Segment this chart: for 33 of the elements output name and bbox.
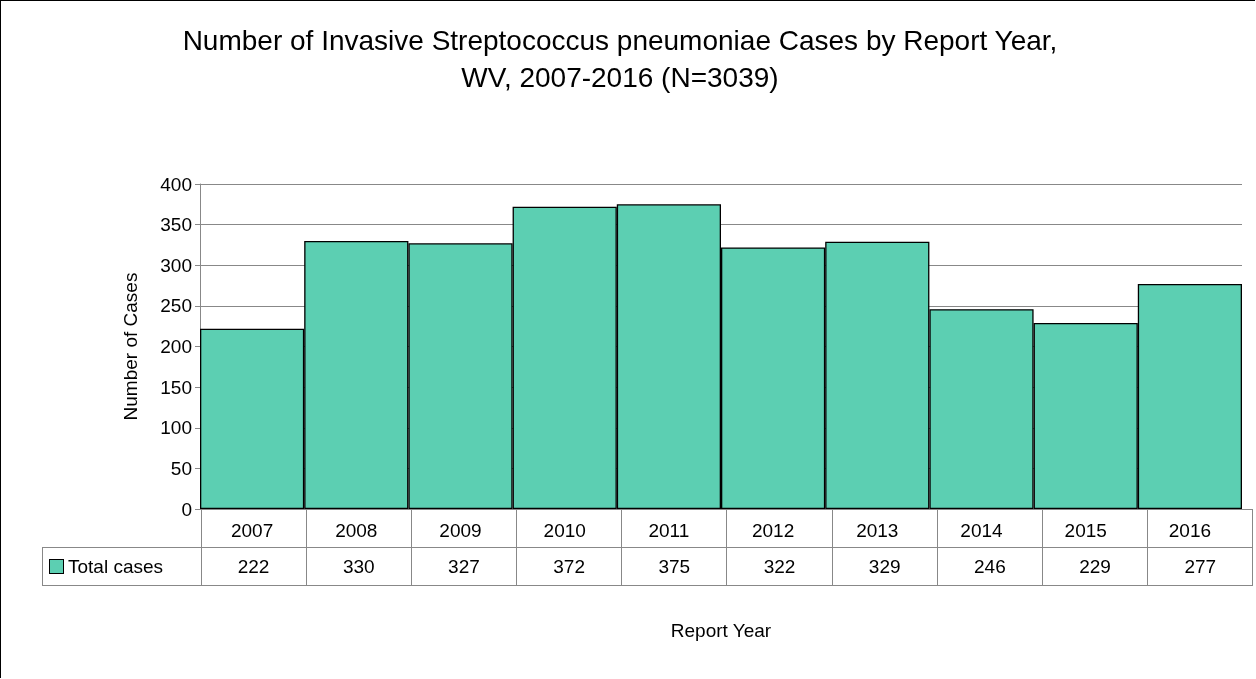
x-tick-label: 2010 [543,520,586,541]
x-tick-label: 2014 [960,520,1004,541]
y-tick-label: 300 [160,254,192,276]
y-tick-label: 350 [160,214,192,236]
y-tick-label: 400 [160,173,192,195]
x-axis-title: Report Year [669,620,773,642]
x-tick-label: 2016 [1168,520,1212,541]
data-label: 246 [937,547,1043,586]
y-tick-label: 200 [160,336,192,357]
x-tick-label: 2011 [648,520,690,541]
y-tick-label: 0 [181,498,192,520]
x-tick-label: 2009 [439,520,482,541]
x-tick-label: 2007 [230,520,274,541]
y-axis-title: Number of Cases [120,272,141,421]
data-label: 375 [621,547,727,586]
data-label: 277 [1147,547,1253,586]
data-label: 330 [306,547,412,586]
x-tick-label: 2008 [335,520,378,541]
x-tick-label: 2015 [1064,520,1107,541]
data-label: 329 [832,547,938,586]
data-label: 327 [411,547,517,586]
x-tick-label: 2013 [856,520,899,541]
y-tick-label: 50 [170,457,192,479]
y-tick-label: 100 [160,417,192,439]
data-label: 229 [1042,547,1148,586]
x-tick-label: 2012 [751,520,795,541]
data-label: 322 [726,547,833,586]
data-label: 372 [516,547,622,586]
y-tick-label: 250 [160,295,192,317]
y-tick-label: 150 [160,376,192,398]
data-label: 222 [201,547,307,586]
legend-label: Total cases [42,547,201,586]
chart-title: Number of Invasive Streptococcus pneumoniae Cases by Report Year, WV, 2007-2016 (N=3039) [181,24,1059,95]
